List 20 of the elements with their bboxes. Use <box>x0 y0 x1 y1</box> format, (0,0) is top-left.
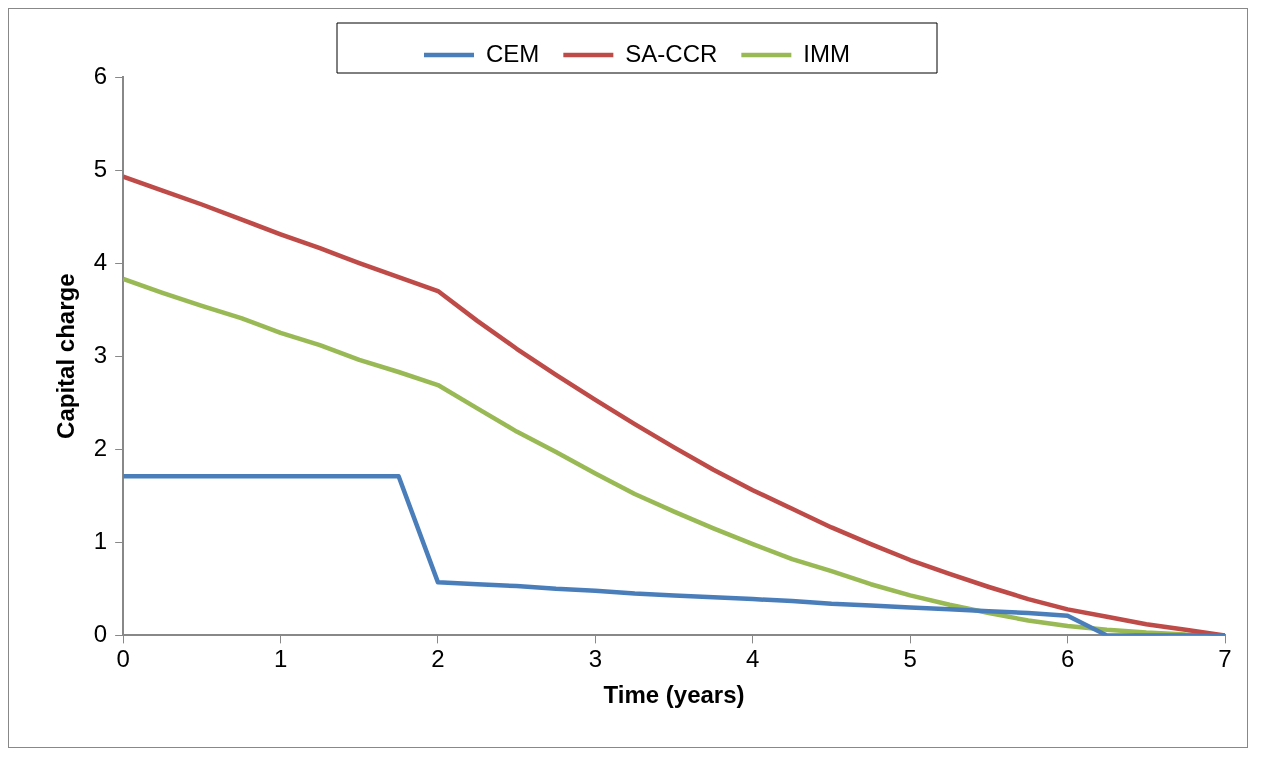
legend-label: SA-CCR <box>625 39 718 67</box>
x-tick-label: 7 <box>1218 645 1232 673</box>
x-axis-title: Time (years) <box>603 681 745 709</box>
x-tick-label: 0 <box>116 645 130 673</box>
y-tick-label: 6 <box>93 61 108 89</box>
x-tick-label: 5 <box>903 645 917 673</box>
y-tick-label: 5 <box>93 154 108 182</box>
y-tick-label: 0 <box>93 620 108 648</box>
y-axis-title: Capital charge <box>52 273 80 439</box>
y-tick-label: 3 <box>93 340 108 368</box>
x-tick-label: 1 <box>273 645 288 673</box>
x-tick-label: 3 <box>588 645 603 673</box>
x-tick-label: 6 <box>1060 645 1075 673</box>
y-tick-label: 2 <box>93 433 108 461</box>
x-tick-label: 2 <box>431 645 445 673</box>
legend-label: CEM <box>486 39 540 67</box>
legend-label: IMM <box>803 39 850 67</box>
y-tick-label: 1 <box>93 526 108 554</box>
x-tick-label: 4 <box>746 645 760 673</box>
y-tick-label: 4 <box>93 247 108 275</box>
